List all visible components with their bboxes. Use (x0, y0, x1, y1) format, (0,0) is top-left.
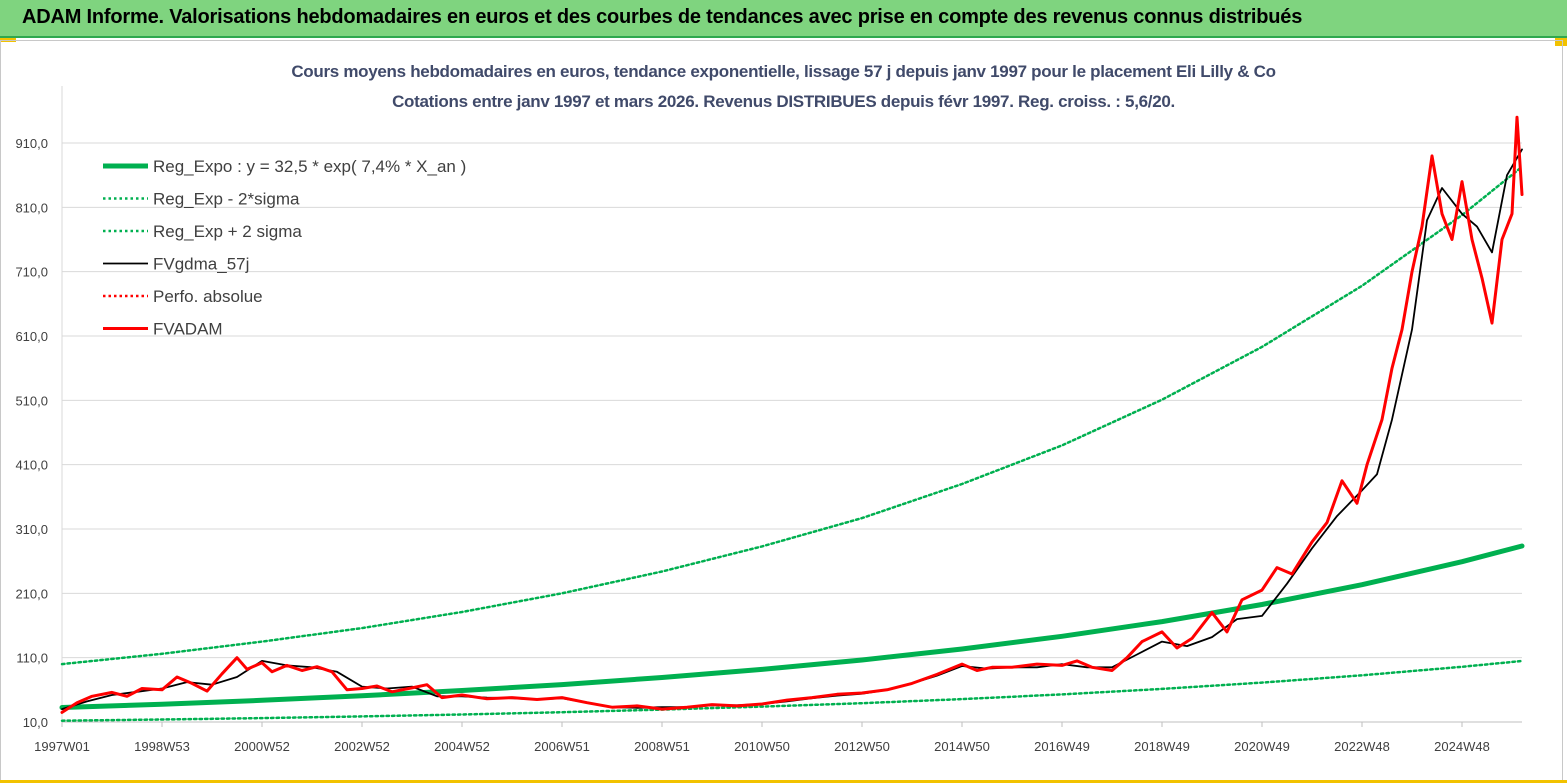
report-banner: ADAM Informe. Valorisations hebdomadaire… (0, 0, 1567, 38)
y-tick-label: 210,0 (15, 586, 48, 601)
x-tick-label: 2014W50 (934, 739, 990, 754)
x-tick-label: 2022W48 (1334, 739, 1390, 754)
y-axis-ticks: 10,0 110,0 210,0 310,0 410,0 510,0 610,0 710,0 8… (15, 136, 48, 730)
x-tick-label: 2002W52 (334, 739, 390, 754)
x-tick-label: 2012W50 (834, 739, 890, 754)
legend-label: Perfo. absolue (153, 287, 263, 306)
report-title: ADAM Informe. Valorisations hebdomadaire… (22, 6, 1303, 28)
legend-label: FVADAM (153, 320, 223, 339)
y-tick-label: 710,0 (15, 265, 48, 280)
legend-label: Reg_Exp - 2*sigma (153, 190, 300, 209)
x-tick-label: 2016W49 (1034, 739, 1090, 754)
x-tick-label: 2006W51 (534, 739, 590, 754)
legend-label: Reg_Exp + 2 sigma (153, 222, 302, 241)
x-tick-label: 2000W52 (234, 739, 290, 754)
x-tick-label: 2018W49 (1134, 739, 1190, 754)
accent-bar-right (1555, 38, 1567, 46)
legend: Reg_Expo : y = 32,5 * exp( 7,4% * X_an )… (103, 157, 466, 339)
x-tick-label: 1998W53 (134, 739, 190, 754)
series-line (59, 543, 1525, 710)
y-tick-label: 510,0 (15, 393, 48, 408)
series-line (60, 115, 1524, 714)
x-tick-label: 2008W51 (634, 739, 690, 754)
x-tick-label: 2010W50 (734, 739, 790, 754)
x-tick-label: 2004W52 (434, 739, 490, 754)
series-lines (59, 115, 1525, 722)
series-line (60, 659, 1524, 722)
gridlines (61, 86, 1522, 723)
y-tick-label: 310,0 (15, 522, 48, 537)
y-tick-label: 610,0 (15, 329, 48, 344)
chart-title: Cours moyens hebdomadaires en euros, ten… (291, 62, 1276, 81)
y-tick-label: 410,0 (15, 458, 48, 473)
bottom-accent-line (0, 780, 1567, 783)
legend-label: Reg_Expo : y = 32,5 * exp( 7,4% * X_an ) (153, 157, 466, 176)
x-tick-label: 2024W48 (1434, 739, 1490, 754)
y-tick-label: 810,0 (15, 200, 48, 215)
x-tick-label: 1997W01 (34, 739, 90, 754)
legend-label: FVgdma_57j (153, 255, 249, 274)
series-line (60, 165, 1524, 666)
y-tick-label: 910,0 (15, 136, 48, 151)
x-tick-label: 2020W49 (1234, 739, 1290, 754)
y-tick-label: 10,0 (23, 715, 48, 730)
chart-subtitle: Cotations entre janv 1997 et mars 2026. … (392, 92, 1175, 111)
y-tick-label: 110,0 (16, 651, 48, 666)
x-axis-ticks: 1997W01 1998W53 2000W52 2002W52 2004W52 2006W… (34, 722, 1490, 754)
